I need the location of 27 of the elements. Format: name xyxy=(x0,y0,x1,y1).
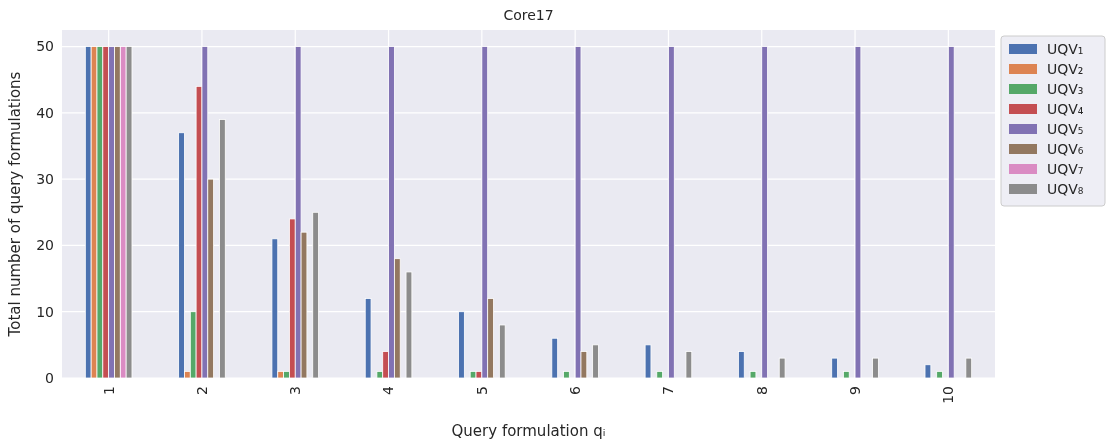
legend-label: UQV₇ xyxy=(1047,160,1084,177)
x-tick-label: 2 xyxy=(193,386,210,395)
x-tick-label: 9 xyxy=(846,386,863,395)
y-axis-title: Total number of query formulations xyxy=(6,71,24,338)
x-tick-label: 3 xyxy=(287,386,304,395)
y-tick-label: 10 xyxy=(36,303,54,320)
legend-label: UQV₆ xyxy=(1047,140,1084,157)
x-tick-label: 1 xyxy=(100,386,117,395)
legend-label: UQV₂ xyxy=(1047,60,1084,77)
x-tick-label: 10 xyxy=(940,386,957,404)
y-tick-label: 30 xyxy=(36,171,54,188)
legend-label: UQV₃ xyxy=(1047,80,1084,97)
y-tick-label: 20 xyxy=(36,237,54,254)
legend-label: UQV₅ xyxy=(1047,120,1084,137)
x-axis-title: Query formulation qᵢ xyxy=(451,422,606,440)
x-tick-label: 8 xyxy=(753,386,770,395)
x-tick-label: 6 xyxy=(567,385,584,395)
x-tick-label: 7 xyxy=(660,386,677,395)
legend-label: UQV₄ xyxy=(1047,100,1084,117)
x-tick-label: 4 xyxy=(380,385,397,395)
y-tick-label: 50 xyxy=(36,38,54,55)
y-tick-label: 40 xyxy=(36,104,54,121)
x-tick-label: 5 xyxy=(473,386,490,395)
legend-label: UQV₈ xyxy=(1047,180,1084,197)
y-tick-label: 0 xyxy=(45,369,54,386)
chart-title: Core17 xyxy=(503,7,554,23)
legend-label: UQV₁ xyxy=(1047,40,1084,57)
